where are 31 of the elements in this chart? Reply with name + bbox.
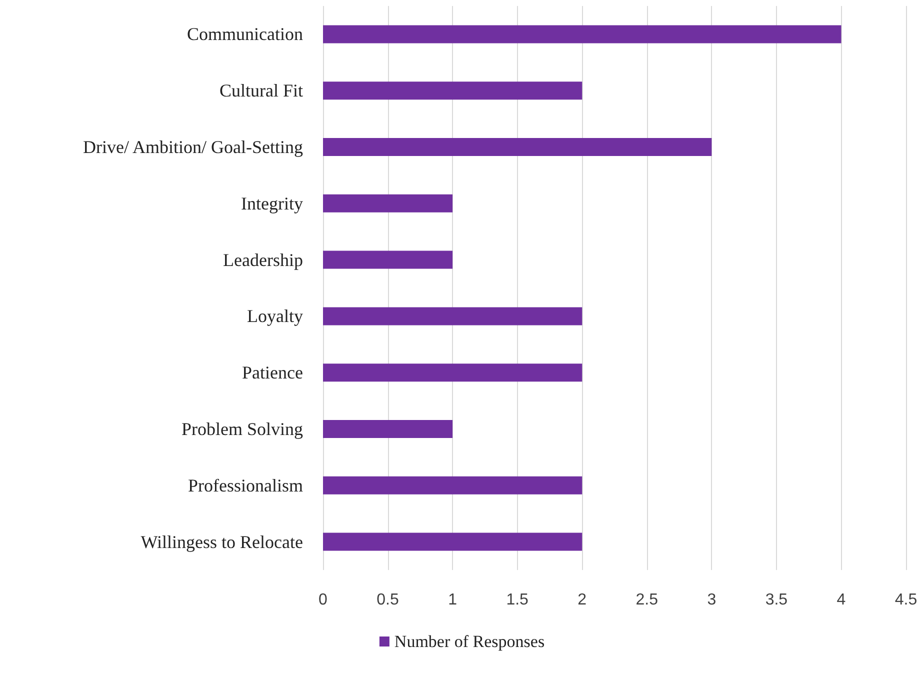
bar xyxy=(323,532,582,551)
x-tick-label: 4.5 xyxy=(894,592,918,608)
x-tick-label: 1.5 xyxy=(506,592,529,608)
bar xyxy=(323,476,582,494)
bar xyxy=(323,194,453,212)
bar xyxy=(323,420,453,438)
x-tick-label: 2 xyxy=(578,592,587,608)
y-tick-label: Loyalty xyxy=(247,306,303,326)
bar xyxy=(323,138,712,156)
y-tick-label: Communication xyxy=(187,24,303,44)
x-tick-label: 1 xyxy=(448,592,458,608)
bar xyxy=(323,250,453,269)
x-tick-label: 0.5 xyxy=(376,592,399,608)
bar xyxy=(323,307,582,326)
y-tick-label: Integrity xyxy=(241,193,303,214)
x-tick-label: 4 xyxy=(836,592,846,608)
y-tick-label: Leadership xyxy=(223,250,303,270)
bar xyxy=(323,25,842,44)
x-tick-label: 3 xyxy=(707,592,716,608)
bar xyxy=(323,364,582,382)
y-tick-label: Professionalism xyxy=(188,475,303,496)
x-tick-label: 0 xyxy=(318,592,328,608)
bar xyxy=(323,82,582,100)
x-tick-label: 2.5 xyxy=(636,592,658,608)
x-tick-label: 3.5 xyxy=(765,592,788,608)
y-tick-label: Problem Solving xyxy=(181,419,303,439)
legend-label: Number of Responses xyxy=(394,632,545,651)
y-tick-label: Willingess to Relocate xyxy=(140,532,303,552)
y-tick-label: Patience xyxy=(242,362,303,383)
y-tick-label: Drive/ Ambition/ Goal-Setting xyxy=(83,137,303,157)
y-tick-label: Cultural Fit xyxy=(219,80,303,101)
